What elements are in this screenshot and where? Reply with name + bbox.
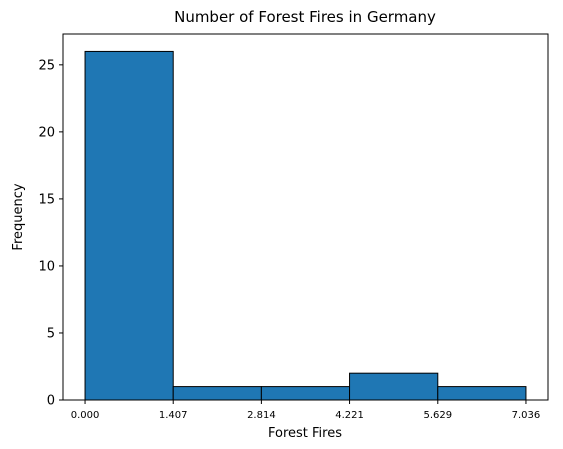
x-tick-label: 7.036	[512, 410, 541, 421]
y-tick-label: 0	[47, 394, 55, 409]
y-tick-label: 15	[38, 192, 55, 207]
x-axis-ticks: 0.000 1.407 2.814 4.221 5.629 7.036	[71, 400, 541, 421]
histogram-bar	[260, 386, 351, 401]
chart-title: Number of Forest Fires in Germany	[174, 8, 436, 26]
x-tick-label: 4.221	[335, 410, 364, 421]
x-tick-label: 1.407	[159, 410, 188, 421]
y-axis-label: Frequency	[11, 183, 26, 250]
histogram-bar	[172, 386, 262, 401]
plot-area-frame	[62, 33, 549, 401]
x-tick-label: 0.000	[71, 410, 100, 421]
x-tick-label: 2.814	[247, 410, 276, 421]
x-tick-label: 5.629	[423, 410, 452, 421]
y-tick-label: 10	[38, 259, 55, 274]
y-tick-label: 25	[38, 58, 55, 73]
y-tick-label: 20	[38, 125, 55, 140]
histogram-bar	[437, 386, 527, 401]
histogram-bar	[349, 372, 439, 401]
bars-group	[84, 50, 527, 401]
y-tick-label: 5	[47, 326, 55, 341]
y-axis-ticks: 0 5 10 15 20 25	[38, 58, 63, 409]
x-axis-label: Forest Fires	[268, 426, 342, 441]
histogram-bar	[84, 50, 174, 401]
